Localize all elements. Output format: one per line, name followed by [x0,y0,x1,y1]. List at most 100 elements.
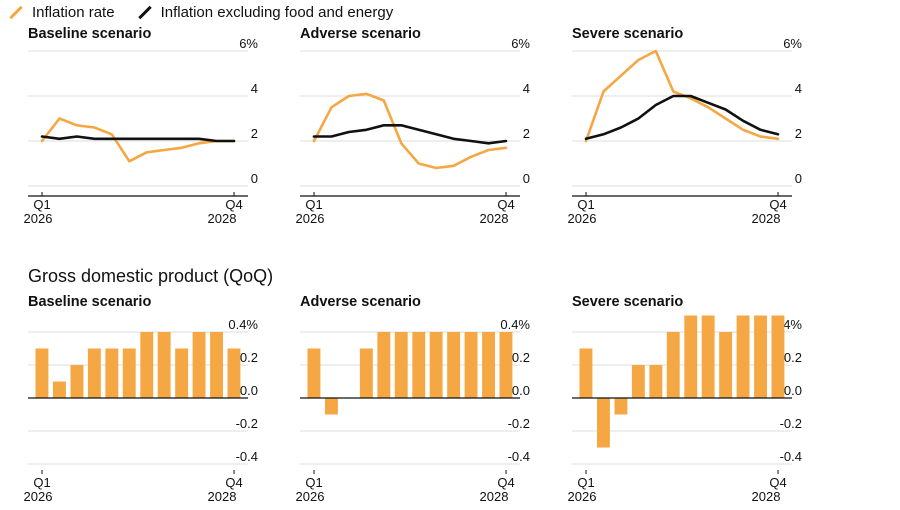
x-tick-label-year: 2026 [24,211,53,226]
core-inflation-swatch-icon [137,5,152,19]
y-tick-label: 0 [795,171,802,186]
bar [614,398,628,415]
bar [70,365,84,398]
y-tick-label: 6% [783,36,802,51]
panel-title: Severe scenario [572,26,684,42]
y-tick-label: -0.4 [780,449,802,464]
severe-inflation-panel: Severe scenario 0 2 4 6% Q1 2026 Q4 2028 [568,24,817,244]
bar [307,348,321,398]
x-tick-label-quarter: Q1 [33,475,50,490]
bar [210,332,223,398]
bar [666,332,680,398]
legend: Inflation rate Inflation excluding food … [8,2,415,22]
y-tick-label: 2 [251,126,258,141]
series-line [312,92,508,170]
bar [597,398,610,448]
x-tick-label-quarter: Q1 [577,197,594,212]
bar [53,381,66,398]
x-tick-label-quarter: Q4 [225,197,242,212]
bar [377,332,391,398]
x-tick-label-year: 2028 [208,489,237,504]
gdp-section-title: Gross domestic product (QoQ) [28,266,274,286]
inflation-rate-swatch-icon [9,5,23,19]
y-tick-label: -0.4 [236,449,258,464]
series-line [40,135,236,143]
bar [140,332,154,398]
y-tick-label: 0.4% [228,317,258,332]
bar [719,332,733,398]
x-tick-label-year: 2028 [752,489,781,504]
y-tick-label: 0.2 [240,350,258,365]
x-tick-label-year: 2028 [480,489,509,504]
x-tick-label-quarter: Q4 [769,197,786,212]
x-tick-label-quarter: Q1 [577,475,594,490]
baseline-gdp-panel: Baseline scenario 0.4% 0.2 0.0 -0.2 -0.4 Q1 20… [24,292,273,510]
x-tick-label-year: 2026 [296,211,325,226]
x-tick-label-quarter: Q4 [497,197,514,212]
x-tick-label-year: 2026 [568,211,597,226]
bar [701,315,715,398]
panel-title: Adverse scenario [300,294,421,310]
series-line [40,117,236,163]
x-tick-label-quarter: Q4 [497,475,514,490]
x-tick-label-year: 2026 [24,489,53,504]
x-tick-label-year: 2026 [568,489,597,504]
legend-item-core-inflation: Inflation excluding food and energy [137,3,394,21]
bar [649,365,663,398]
severe-gdp-panel: Severe scenario 0.4% 0.2 0.0 -0.2 -0.4 Q1 2026… [568,292,817,510]
y-tick-label: 4 [251,81,258,96]
bar [359,348,373,398]
y-tick-label: -0.2 [236,416,258,431]
bar [579,348,593,398]
bar [684,315,698,398]
legend-label: Inflation excluding food and energy [160,3,394,21]
bar [631,365,645,398]
panel-title: Adverse scenario [300,26,421,42]
bar [499,332,513,398]
x-tick-label-year: 2028 [480,211,509,226]
bar [412,332,426,398]
legend-item-inflation-rate: Inflation rate [8,4,115,21]
y-tick-label: 6% [511,36,530,51]
y-tick-label: 0.2 [784,350,802,365]
bar [157,332,171,398]
x-tick-label-year: 2028 [208,211,237,226]
y-tick-label: 0.0 [240,383,258,398]
x-tick-label-quarter: Q4 [769,475,786,490]
y-tick-label: 0 [523,171,530,186]
panel-title: Baseline scenario [28,294,152,310]
legend-label: Inflation rate [32,3,115,21]
bar [754,315,767,398]
x-tick-label-quarter: Q1 [33,197,50,212]
panel-title: Severe scenario [572,294,684,310]
y-tick-label: 4 [523,81,530,96]
bar [325,398,338,415]
bar [771,315,785,398]
bar [35,348,49,398]
bar [192,332,206,398]
adverse-gdp-panel: Adverse scenario 0.4% 0.2 0.0 -0.2 -0.4 Q1 202… [296,292,545,510]
bar [447,332,461,398]
y-tick-label: 2 [795,126,802,141]
x-tick-label-quarter: Q1 [305,197,322,212]
bar [429,332,443,398]
y-tick-label: -0.4 [508,449,530,464]
x-tick-label-year: 2026 [296,489,325,504]
bar [736,315,750,398]
series-line [312,124,508,145]
y-tick-label: 2 [523,126,530,141]
series-line [584,94,780,141]
adverse-inflation-panel: Adverse scenario 0 2 4 6% Q1 2026 Q4 2028 [296,24,545,244]
bar [105,348,119,398]
y-tick-label: -0.2 [780,416,802,431]
bar [482,332,495,398]
y-tick-label: 0.0 [512,383,530,398]
bar [122,348,136,398]
bar [227,348,241,398]
